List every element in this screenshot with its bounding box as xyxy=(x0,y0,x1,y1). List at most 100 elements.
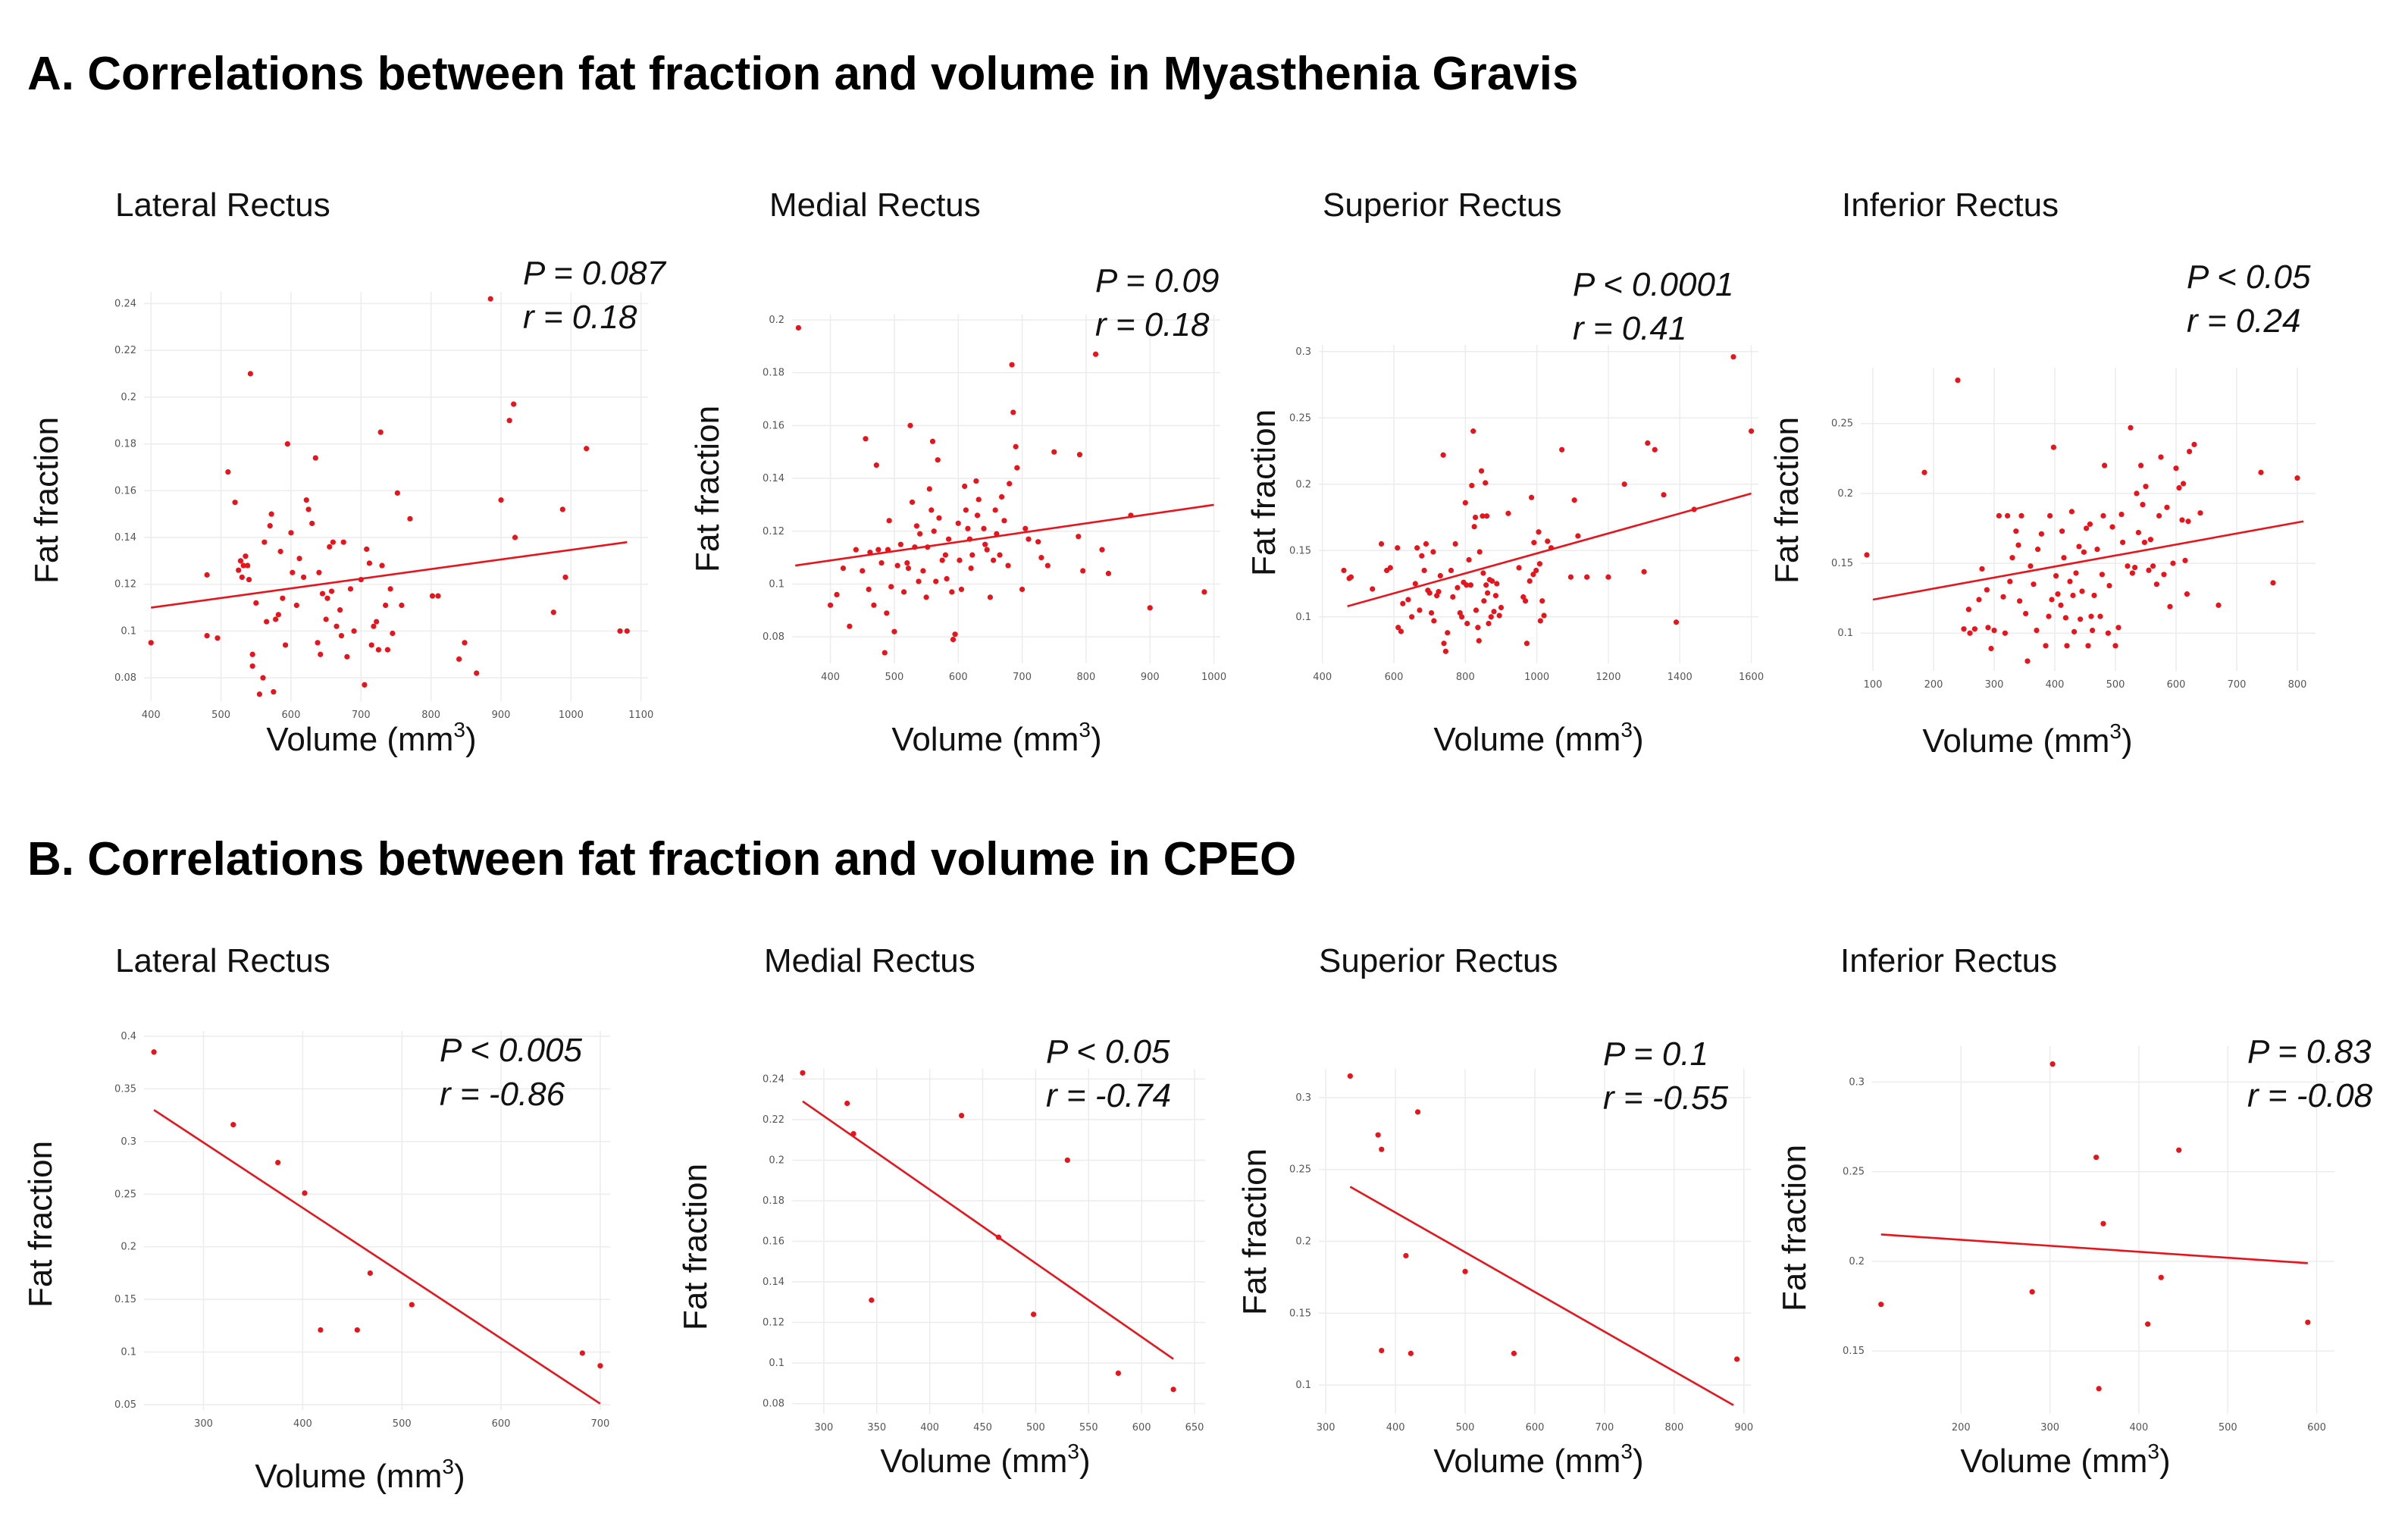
y-axis-title: Fat fraction xyxy=(1245,409,1282,576)
y-tick-label: 0.3 xyxy=(1849,1076,1865,1088)
data-point xyxy=(1019,586,1026,593)
p-value: P = 0.83 xyxy=(2247,1033,2372,1070)
data-point xyxy=(2115,625,2121,631)
data-point xyxy=(236,567,242,573)
data-point xyxy=(1955,377,1961,384)
y-tick-label: 0.22 xyxy=(762,1114,784,1126)
data-point xyxy=(1378,540,1385,547)
x-tick-label: 400 xyxy=(1386,1422,1405,1433)
data-point xyxy=(1044,562,1051,569)
data-point xyxy=(2046,613,2052,619)
data-point xyxy=(2145,1321,2151,1327)
data-point xyxy=(2105,630,2111,636)
data-point xyxy=(965,525,971,531)
data-point xyxy=(2079,588,2085,594)
data-point xyxy=(1921,469,1927,475)
data-point xyxy=(344,653,350,660)
data-point xyxy=(204,633,210,639)
data-point xyxy=(1455,584,1461,591)
data-point xyxy=(2102,462,2108,468)
data-point xyxy=(1452,540,1458,547)
data-point xyxy=(2112,643,2118,649)
data-point xyxy=(474,670,480,676)
data-point xyxy=(387,586,393,592)
data-point xyxy=(371,623,377,629)
data-point xyxy=(2167,603,2173,609)
data-point xyxy=(869,1297,875,1303)
data-point xyxy=(2055,591,2061,597)
data-point xyxy=(871,602,877,608)
data-point xyxy=(351,628,357,634)
data-point xyxy=(559,506,565,512)
data-point xyxy=(1961,626,1967,632)
data-point xyxy=(1441,641,1447,647)
data-point xyxy=(267,522,273,529)
section-b-title: B. Correlations between fat fraction and… xyxy=(27,833,1297,885)
r-value: r = -0.86 xyxy=(440,1076,565,1113)
data-point xyxy=(2161,572,2167,578)
y-tick-label: 0.25 xyxy=(114,1189,136,1200)
x-tick-label: 600 xyxy=(949,672,968,683)
data-point xyxy=(1548,545,1555,551)
data-point xyxy=(309,520,315,527)
x-tick-label: 450 xyxy=(973,1422,992,1433)
data-point xyxy=(1470,428,1476,434)
x-tick-label: 600 xyxy=(1132,1422,1151,1433)
y-tick-label: 0.2 xyxy=(769,315,784,326)
data-point xyxy=(1645,440,1651,446)
data-point xyxy=(873,462,879,468)
data-point xyxy=(1505,510,1511,516)
data-point xyxy=(1476,638,1482,644)
data-point xyxy=(347,586,354,592)
data-point xyxy=(974,512,981,519)
data-point xyxy=(264,619,270,625)
data-point xyxy=(2094,547,2100,553)
y-tick-label: 0.24 xyxy=(114,298,136,309)
data-point xyxy=(2028,563,2034,569)
data-point xyxy=(364,546,370,553)
data-point xyxy=(923,594,929,600)
data-point xyxy=(2002,630,2008,636)
data-point xyxy=(368,642,374,648)
x-tick-label: 600 xyxy=(492,1418,511,1430)
x-tick-label: 500 xyxy=(2106,679,2125,691)
data-point xyxy=(562,574,568,581)
data-point xyxy=(271,689,277,695)
data-point xyxy=(1498,604,1505,611)
data-point xyxy=(319,591,326,597)
data-point xyxy=(1488,614,1494,620)
x-tick-label: 700 xyxy=(1013,672,1032,683)
r-value: r = 0.18 xyxy=(1095,306,1210,343)
data-point xyxy=(1092,351,1099,357)
data-point xyxy=(968,565,974,572)
data-point xyxy=(1379,1146,1385,1152)
data-point xyxy=(1967,630,1973,636)
x-tick-label: 300 xyxy=(194,1418,213,1430)
data-point xyxy=(232,500,238,506)
data-point xyxy=(912,544,918,550)
data-point xyxy=(1991,627,1997,634)
data-point xyxy=(1128,512,1134,519)
data-point xyxy=(624,628,630,634)
data-point xyxy=(2135,529,2141,536)
data-point xyxy=(1403,1252,1409,1259)
data-point xyxy=(984,547,990,553)
data-point xyxy=(1480,513,1486,519)
y-tick-label: 0.18 xyxy=(762,1195,784,1207)
data-point xyxy=(333,623,340,629)
data-point xyxy=(1417,607,1423,613)
data-point xyxy=(284,440,290,447)
data-point xyxy=(2047,512,2053,519)
data-point xyxy=(894,562,900,569)
data-point xyxy=(1985,625,1991,631)
data-point xyxy=(2138,462,2144,468)
data-point xyxy=(1064,1157,1070,1164)
data-point xyxy=(1484,590,1491,596)
data-point xyxy=(2182,557,2188,563)
data-point xyxy=(1520,594,1527,600)
data-point xyxy=(975,497,982,503)
data-point xyxy=(992,507,998,513)
data-point xyxy=(1076,452,1083,458)
data-point xyxy=(1431,618,1437,624)
data-point xyxy=(1559,446,1565,453)
